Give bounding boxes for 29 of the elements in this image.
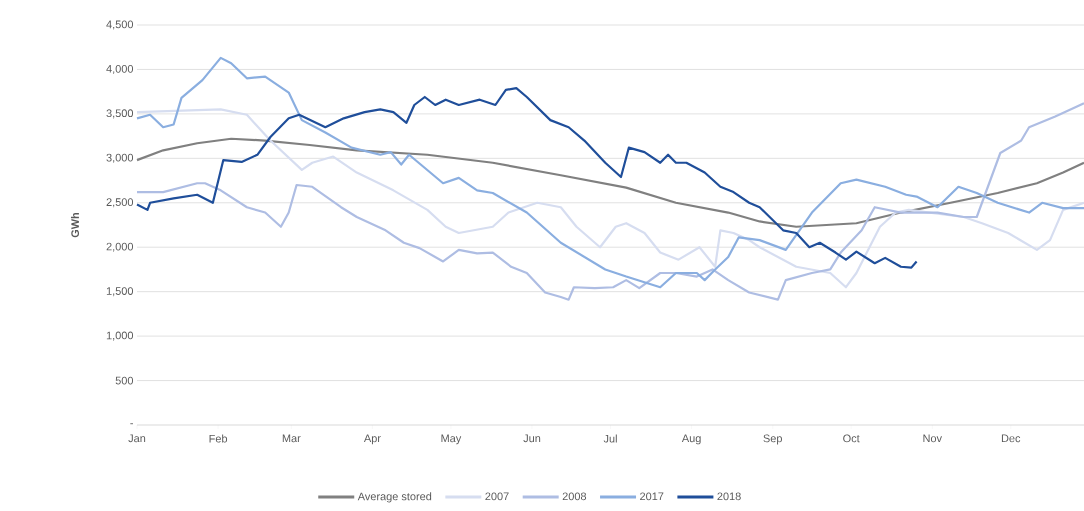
legend-label: 2017	[640, 492, 664, 501]
legend-label: 2007	[485, 492, 509, 501]
x-tick-label: Jan	[128, 434, 146, 443]
x-tick-label: Jul	[603, 434, 617, 443]
y-tick-label: 2,500	[106, 198, 134, 208]
x-tick-label: May	[441, 434, 462, 445]
x-tick-label: Aug	[681, 434, 701, 445]
y-tick-label: 4,500	[106, 20, 134, 30]
x-tick-label: Mar	[282, 434, 301, 443]
x-tick-label: Oct	[843, 434, 860, 443]
y-axis-title: GWh	[70, 212, 80, 238]
x-tick-label: Feb	[209, 434, 228, 443]
y-tick-label: 1,000	[106, 331, 134, 341]
y-tick-label: 1,500	[106, 287, 134, 297]
line-series	[135, 137, 1084, 228]
y-tick-label: 3,500	[106, 109, 134, 119]
x-tick-label: Sep	[763, 434, 782, 445]
x-tick-label: Nov	[923, 434, 942, 443]
y-tick-label: -	[130, 423, 133, 425]
x-tick-label: Apr	[363, 434, 381, 445]
x-tick-label: Jun	[523, 434, 541, 443]
y-tick-label: 4,000	[106, 64, 134, 74]
legend-label: Average stored	[357, 492, 432, 503]
y-tick-label: 2,000	[106, 242, 134, 252]
y-tick-label: 500	[115, 376, 134, 385]
x-tick-label: Dec	[1001, 434, 1021, 443]
legend-label: 2008	[562, 492, 587, 501]
legend-label: 2018	[717, 492, 741, 501]
y-tick-label: 3,000	[106, 153, 134, 163]
